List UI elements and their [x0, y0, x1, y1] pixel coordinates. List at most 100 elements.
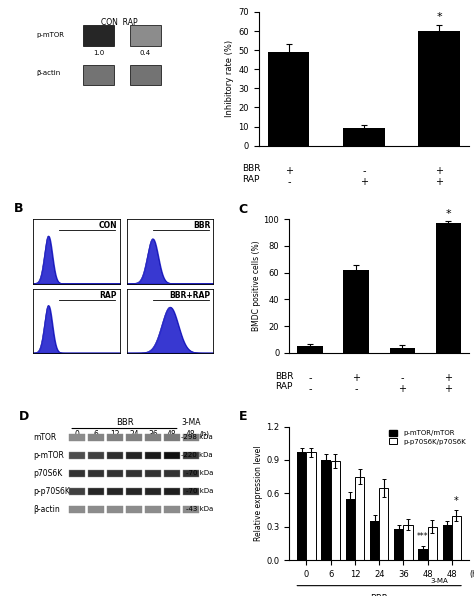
Text: 1.0: 1.0: [93, 50, 104, 56]
Bar: [183, 433, 199, 441]
Text: 3-MA: 3-MA: [181, 418, 201, 427]
Bar: [379, 488, 388, 560]
Bar: [126, 506, 142, 513]
Bar: [88, 452, 104, 459]
Text: ***: ***: [417, 532, 429, 541]
Text: -220 kDa: -220 kDa: [182, 452, 213, 458]
Text: +: +: [398, 384, 406, 394]
Text: BBR: BBR: [242, 164, 261, 173]
Text: 36: 36: [148, 430, 158, 439]
Bar: [145, 488, 161, 495]
Bar: [390, 347, 415, 353]
Bar: [428, 527, 437, 560]
Bar: [268, 52, 310, 145]
Text: +: +: [435, 177, 443, 187]
Bar: [88, 506, 104, 513]
Text: p70S6K: p70S6K: [33, 469, 63, 478]
Bar: [164, 488, 180, 495]
Text: 3-MA: 3-MA: [431, 578, 448, 583]
Text: -: -: [308, 373, 312, 383]
Text: RAP: RAP: [242, 175, 260, 184]
Bar: [419, 549, 428, 560]
Bar: [126, 452, 142, 459]
Text: *: *: [436, 13, 442, 23]
Text: β-actin: β-actin: [33, 505, 60, 514]
Text: p-mTOR: p-mTOR: [36, 32, 64, 38]
Bar: [183, 488, 199, 495]
Bar: [130, 25, 161, 46]
Text: -70 kDa: -70 kDa: [186, 470, 213, 476]
Text: BBR: BBR: [370, 594, 388, 596]
Y-axis label: Inhibitory rate (%): Inhibitory rate (%): [225, 40, 234, 117]
Bar: [307, 452, 316, 560]
Text: BBR: BBR: [275, 372, 294, 381]
Bar: [69, 470, 85, 477]
Bar: [331, 461, 340, 560]
Text: -: -: [308, 384, 312, 394]
Legend: p-mTOR/mTOR, p-p70S6K/p70S6K: p-mTOR/mTOR, p-p70S6K/p70S6K: [389, 430, 466, 445]
Text: -70 kDa: -70 kDa: [186, 488, 213, 494]
Text: 12: 12: [110, 430, 120, 439]
Bar: [164, 433, 180, 441]
Y-axis label: Relative expression level: Relative expression level: [255, 446, 264, 541]
Text: +: +: [445, 373, 452, 383]
Bar: [403, 524, 412, 560]
Bar: [355, 477, 364, 560]
Bar: [145, 506, 161, 513]
Text: -43 kDa: -43 kDa: [186, 507, 213, 513]
Text: +: +: [435, 166, 443, 176]
Text: 6: 6: [94, 430, 99, 439]
Text: BBR: BBR: [116, 418, 133, 427]
Text: D: D: [19, 410, 29, 423]
Bar: [126, 433, 142, 441]
Text: -: -: [401, 373, 404, 383]
Bar: [83, 66, 114, 85]
Bar: [443, 524, 452, 560]
Bar: [69, 488, 85, 495]
Bar: [69, 506, 85, 513]
Text: -: -: [362, 166, 365, 176]
Text: β-actin: β-actin: [36, 70, 61, 76]
Text: CON  RAP: CON RAP: [100, 18, 137, 27]
Text: -: -: [355, 384, 358, 394]
Text: p-p70S6K: p-p70S6K: [33, 487, 70, 496]
Text: *: *: [454, 496, 459, 505]
Bar: [107, 452, 123, 459]
Bar: [145, 452, 161, 459]
Bar: [164, 506, 180, 513]
Bar: [436, 224, 461, 353]
Text: mTOR: mTOR: [33, 433, 56, 442]
Text: RAP: RAP: [275, 383, 293, 392]
Bar: [183, 452, 199, 459]
Text: B: B: [14, 201, 24, 215]
Text: (h): (h): [200, 430, 210, 437]
Text: RAP: RAP: [100, 291, 117, 300]
Bar: [297, 452, 307, 560]
Bar: [126, 488, 142, 495]
Bar: [69, 433, 85, 441]
Bar: [107, 433, 123, 441]
Bar: [164, 452, 180, 459]
Bar: [346, 499, 355, 560]
Text: (h): (h): [469, 570, 474, 579]
Text: 48: 48: [186, 430, 195, 439]
Bar: [183, 470, 199, 477]
Text: +: +: [285, 166, 293, 176]
Bar: [343, 270, 369, 353]
Text: 48: 48: [167, 430, 177, 439]
Text: 0.4: 0.4: [140, 50, 151, 56]
Text: C: C: [238, 203, 248, 216]
Text: p-mTOR: p-mTOR: [33, 451, 64, 460]
Bar: [107, 506, 123, 513]
Text: 0: 0: [75, 430, 80, 439]
Bar: [183, 506, 199, 513]
Bar: [419, 31, 460, 145]
Bar: [394, 529, 403, 560]
Bar: [126, 470, 142, 477]
Y-axis label: BMDC positive cells (%): BMDC positive cells (%): [252, 241, 261, 331]
Bar: [69, 452, 85, 459]
Bar: [145, 433, 161, 441]
Text: CON: CON: [99, 221, 117, 230]
Bar: [145, 470, 161, 477]
Text: +: +: [360, 177, 368, 187]
